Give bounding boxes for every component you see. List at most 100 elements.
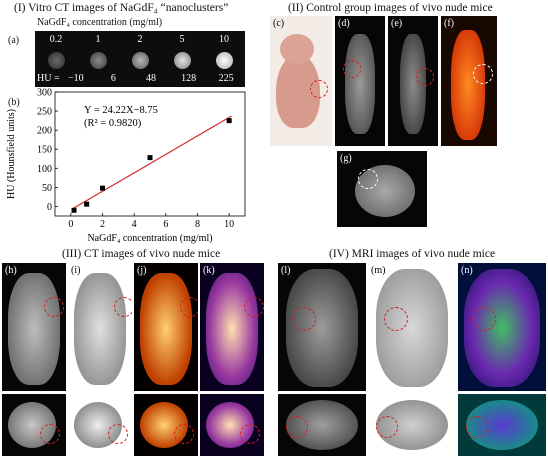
data-point bbox=[100, 185, 105, 191]
mouse-silhouette bbox=[376, 269, 448, 387]
panel-label-d: (d) bbox=[338, 18, 350, 29]
panel-label-m: (m) bbox=[371, 265, 386, 276]
x-tick-label: 6 bbox=[163, 219, 168, 230]
calibration-chart: 0 50 100 150 200 250 300 0 2 4 6 8 10 Y = 24.22X−8.… bbox=[6, 88, 246, 244]
phantom-dot bbox=[90, 52, 107, 69]
tumor-ring bbox=[108, 424, 128, 444]
y-tick-label: 300 bbox=[37, 88, 52, 99]
x-tick-label: 0 bbox=[68, 219, 73, 230]
concentration-label: 10 bbox=[219, 34, 229, 45]
concentration-label: 1 bbox=[95, 34, 101, 45]
hu-value: 48 bbox=[145, 73, 156, 84]
tumor-ring bbox=[384, 307, 408, 331]
y-tick-label: 50 bbox=[42, 183, 52, 194]
panel-label-f: (f) bbox=[444, 18, 454, 29]
panel-label-e: (e) bbox=[391, 18, 403, 29]
tumor-ring bbox=[416, 68, 434, 86]
panel-g-ct-slice: (g) bbox=[337, 151, 427, 227]
panel-label-l: (l) bbox=[281, 265, 291, 276]
tumor-ring bbox=[472, 307, 496, 331]
mouse-head bbox=[280, 34, 314, 64]
x-tick-label: 10 bbox=[224, 219, 234, 230]
mouse-silhouette bbox=[345, 34, 375, 134]
tumor-ring bbox=[40, 424, 60, 444]
hu-prefix: HU = bbox=[37, 73, 60, 84]
hu-row: HU = −10 6 48 128 225 bbox=[35, 73, 245, 84]
tumor-ring bbox=[244, 297, 264, 317]
section-title-vitro-ct: (I) Vitro CT images of NaGdF₄ “nanoclust… bbox=[14, 2, 229, 14]
panel-label-j: (j) bbox=[137, 265, 147, 276]
ct-slice-inverted bbox=[68, 394, 132, 456]
data-point bbox=[71, 207, 77, 213]
panel-label-h: (h) bbox=[5, 265, 17, 276]
tumor-ring bbox=[240, 424, 260, 444]
x-tick-label: 8 bbox=[195, 219, 200, 230]
hu-value: 6 bbox=[110, 73, 116, 84]
phantom-dot bbox=[132, 52, 149, 69]
panel-m-mri-inverted: (m) bbox=[368, 263, 456, 391]
panel-c-mouse-photo: (c) bbox=[270, 16, 332, 146]
panel-e-ct: (e) bbox=[388, 16, 438, 146]
tumor-ring bbox=[473, 64, 493, 84]
tumor-ring bbox=[180, 297, 198, 317]
panel-f-ct-color: (f) bbox=[441, 16, 497, 146]
y-tick-label: 250 bbox=[37, 107, 52, 118]
hu-value: −10 bbox=[67, 73, 84, 84]
tumor-ring bbox=[114, 297, 132, 317]
ct-slice-grey bbox=[2, 394, 66, 456]
y-axis-label: HU (Hounsfield units) bbox=[6, 109, 17, 199]
data-point bbox=[84, 201, 90, 207]
x-axis-label: NaGdF₄ concentration (mg/ml) bbox=[87, 233, 212, 244]
concentration-label: 2 bbox=[137, 34, 143, 45]
panel-h-ct-grey: (h) bbox=[2, 263, 66, 391]
section-title-control-group: (II) Control group images of vivo nude m… bbox=[288, 2, 493, 14]
fit-equation: Y = 24.22X−8.75 bbox=[84, 105, 158, 116]
section-title-ct-vivo: (III) CT images of vivo nude mice bbox=[62, 248, 221, 260]
plot-frame bbox=[54, 91, 246, 217]
phantom-dot bbox=[174, 52, 191, 69]
panel-n-mri-color: (n) bbox=[458, 263, 546, 391]
tumor-ring bbox=[310, 80, 328, 98]
tumor-ring bbox=[466, 416, 488, 438]
mouse-silhouette bbox=[140, 273, 192, 385]
panel-j-ct-hot: (j) bbox=[134, 263, 198, 391]
panel-d-xray: (d) bbox=[335, 16, 385, 146]
y-tick-label: 100 bbox=[37, 164, 52, 175]
tumor-ring bbox=[286, 416, 308, 438]
panel-label-i: (i) bbox=[71, 265, 81, 276]
tumor-ring bbox=[174, 424, 194, 444]
x-tick-label: 2 bbox=[100, 219, 105, 230]
tumor-ring bbox=[44, 297, 64, 317]
y-tick-label: 0 bbox=[47, 202, 52, 213]
fit-line bbox=[72, 115, 232, 209]
hu-value: 225 bbox=[218, 73, 234, 84]
panel-label-k: (k) bbox=[203, 265, 215, 276]
y-tick-label: 200 bbox=[37, 126, 52, 137]
tumor-ring bbox=[358, 169, 378, 189]
tumor-ring bbox=[292, 307, 316, 331]
data-point bbox=[147, 155, 153, 161]
panel-label-c: (c) bbox=[273, 18, 285, 29]
ct-slice-fire bbox=[200, 394, 264, 456]
concentration-label: 0.2 bbox=[49, 34, 63, 45]
tumor-ring bbox=[343, 60, 361, 78]
y-tick-label: 150 bbox=[37, 145, 52, 156]
mouse-silhouette bbox=[8, 273, 60, 385]
fit-r2: (R² = 0.9820) bbox=[84, 118, 142, 129]
panel-a-image: NaGdF₄ concentration (mg/ml) 0.2 1 2 5 1… bbox=[35, 17, 247, 87]
mouse-silhouette bbox=[451, 30, 485, 140]
mri-slice-color bbox=[458, 394, 546, 456]
mri-slice-grey bbox=[278, 394, 366, 456]
phantom-dot bbox=[48, 52, 65, 69]
phantom-dot bbox=[216, 52, 233, 69]
panel-a-header: NaGdF₄ concentration (mg/ml) bbox=[35, 17, 247, 31]
mri-slice-inverted bbox=[368, 394, 456, 456]
concentration-label: 5 bbox=[179, 34, 185, 45]
hu-value: 128 bbox=[181, 73, 197, 84]
mouse-silhouette bbox=[74, 273, 126, 385]
panel-label-b: (b) bbox=[8, 97, 20, 108]
x-tick-label: 4 bbox=[132, 219, 137, 230]
panel-i-ct-inverted: (i) bbox=[68, 263, 132, 391]
mouse-silhouette bbox=[206, 273, 258, 385]
concentration-row: 0.2 1 2 5 10 bbox=[35, 34, 245, 45]
